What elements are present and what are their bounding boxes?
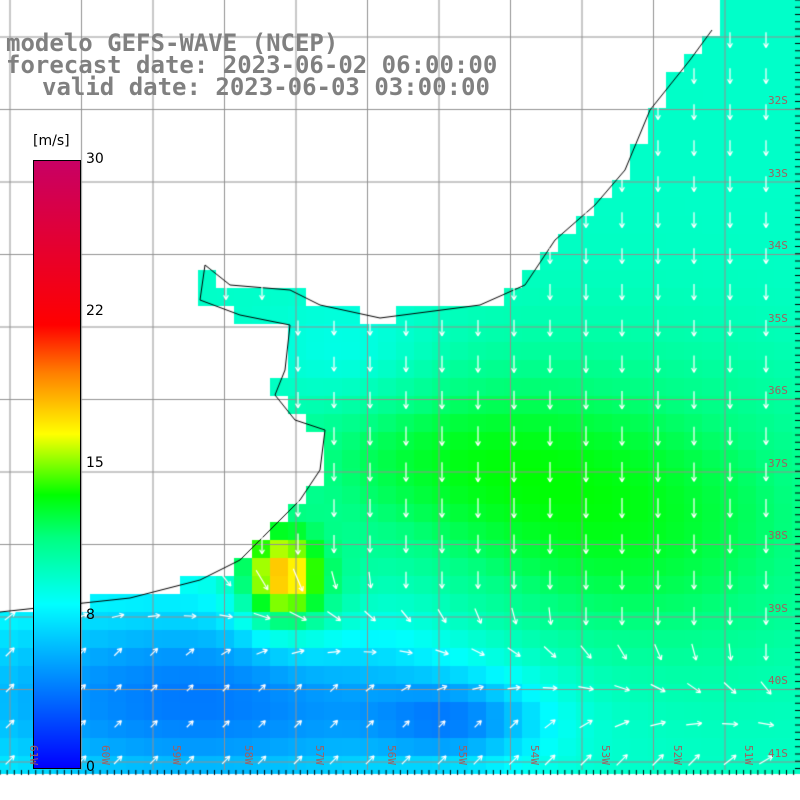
longitude-label: 53W (599, 745, 612, 765)
longitude-label: 60W (98, 745, 112, 765)
latitude-label: 38S (768, 529, 788, 542)
latitude-label: 32S (768, 94, 788, 107)
colorbar-tick: 0 (86, 759, 95, 775)
latitude-label: 35S (768, 311, 788, 325)
latitude-label: 33S (768, 166, 788, 180)
longitude-label: 58W (241, 745, 255, 765)
colorbar (33, 160, 81, 769)
latitude-label: 37S (768, 456, 788, 470)
longitude-label: 61W (27, 745, 40, 765)
latitude-label: 34S (768, 239, 788, 252)
latitude-label: 40S (768, 674, 788, 687)
valid-date: valid date: 2023-06-03 03:00:00 (42, 73, 490, 101)
longitude-label: 55W (456, 745, 469, 765)
colorbar-tick: 15 (86, 455, 104, 471)
forecast-date: forecast date: 2023-06-02 06:00:00 (6, 51, 498, 79)
longitude-label: 57W (313, 745, 326, 765)
latitude-label: 41S (768, 746, 788, 760)
latitude-label: 36S (768, 384, 788, 397)
longitude-label: 51W (742, 745, 755, 765)
colorbar-unit: [m/s] (33, 133, 70, 149)
colorbar-tick: 30 (86, 151, 104, 167)
colorbar-tick: 22 (86, 303, 104, 319)
latitude-label: 39S (768, 601, 788, 615)
colorbar-tick: 8 (86, 607, 95, 623)
model-title: modelo GEFS-WAVE (NCEP) (6, 29, 339, 57)
longitude-label: 52W (670, 745, 684, 765)
longitude-label: 54W (527, 745, 541, 765)
longitude-label: 59W (170, 745, 183, 765)
longitude-label: 56W (384, 745, 398, 765)
